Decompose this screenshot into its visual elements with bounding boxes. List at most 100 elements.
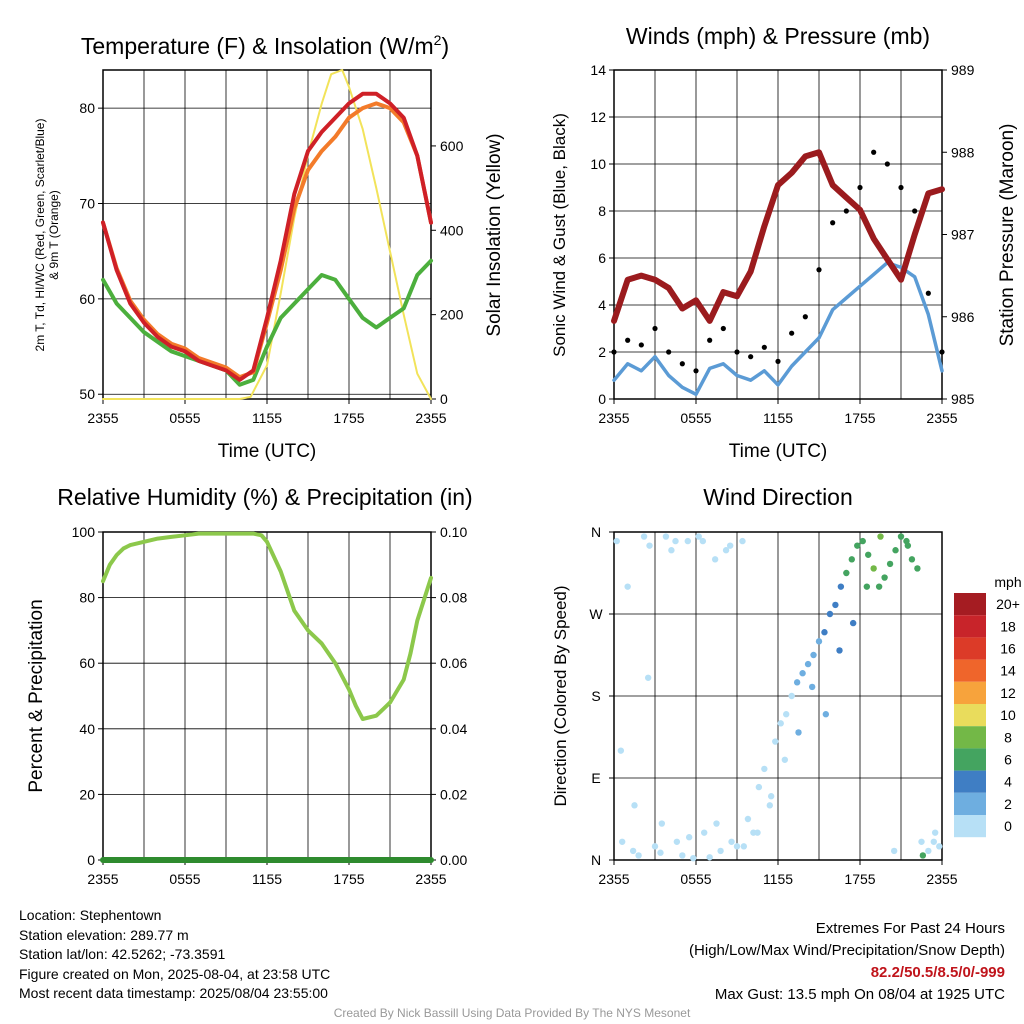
direction-point	[799, 670, 806, 677]
x-tick-label: 2355	[926, 871, 957, 887]
x-tick-label: 1155	[252, 871, 282, 887]
direction-point	[783, 711, 790, 718]
direction-point	[877, 533, 884, 540]
x-tick-label: 0555	[680, 410, 711, 426]
y-tick-label: 6	[598, 250, 606, 266]
direction-point	[711, 556, 719, 563]
direction-point	[870, 565, 877, 572]
direction-point	[613, 537, 620, 545]
direction-point	[713, 820, 720, 827]
x-tick-label: 2355	[415, 871, 446, 887]
y-axis-label: Sonic Wind & Gust (Blue, Black)	[550, 113, 569, 357]
y-tick-label: 14	[590, 62, 606, 78]
direction-point	[810, 651, 817, 659]
colorbar-swatch	[954, 637, 986, 660]
direction-point	[815, 638, 823, 645]
colorbar-tick-label: 10	[1000, 707, 1016, 723]
direction-point	[918, 838, 925, 845]
colorbar-tick-label: 4	[1004, 774, 1012, 790]
gust-point	[693, 368, 699, 374]
x-tick-label: 1155	[252, 410, 282, 426]
colorbar-swatch	[954, 815, 986, 838]
direction-point	[836, 647, 843, 654]
direction-point	[890, 847, 898, 855]
direction-point	[619, 838, 626, 845]
gust-point	[898, 184, 904, 191]
y2-tick-label: 987	[951, 227, 975, 243]
colorbar-swatch	[954, 659, 986, 682]
gust-point	[816, 267, 822, 273]
y2-tick-label: 989	[951, 62, 975, 78]
direction-point	[886, 560, 894, 568]
x-tick-label: 2355	[87, 410, 118, 426]
x-axis-label: Time (UTC)	[729, 441, 828, 462]
y-tick-label: 70	[79, 196, 95, 212]
x-tick-label: 1755	[333, 871, 364, 887]
direction-point	[733, 843, 741, 850]
direction-point	[892, 547, 899, 554]
y2-tick-label: 400	[440, 222, 464, 238]
y-axis-label: 2m T, Td, HI/WC (Red, Green, Scarlet/Blu…	[33, 119, 61, 352]
pressure-line	[611, 149, 945, 324]
wind-direction-panel: Wind Direction 2355 0555 1155 1755 2355 N E S W N…	[551, 484, 1022, 887]
max-gust-text: Max Gust: 13.5 mph On 08/04 at 1925 UTC	[714, 986, 1005, 1003]
y-tick-label: 12	[590, 109, 606, 125]
y2-tick-label: 0	[440, 391, 448, 407]
direction-point	[624, 583, 631, 590]
colorbar-tick-label: 0	[1004, 818, 1012, 834]
y2-axis-label: Solar Insolation (Yellow)	[484, 133, 505, 336]
direction-point	[804, 660, 812, 668]
direction-point	[822, 711, 830, 718]
gust-point	[857, 184, 863, 191]
dewpoint-line	[101, 258, 433, 387]
direction-point	[897, 533, 905, 540]
extremes-values: 82.2/50.5/8.5/0/-999	[870, 964, 1005, 981]
x-tick-label: 2355	[598, 871, 629, 887]
y-axis-label: Direction (Colored By Speed)	[551, 585, 570, 806]
y2-tick-label: 0.02	[440, 786, 467, 802]
direction-point	[631, 802, 638, 809]
direction-point	[772, 738, 779, 745]
gust-point	[802, 314, 808, 320]
colorbar-swatch	[954, 792, 986, 815]
colorbar-tick-label: 6	[1004, 752, 1012, 768]
colorbar-tick-label: 20+	[996, 596, 1020, 612]
y2-axis-label: Station Pressure (Maroon)	[997, 124, 1018, 347]
y2-tick-label: 600	[440, 138, 464, 154]
direction-point	[755, 783, 763, 791]
direction-point	[875, 583, 883, 590]
y-tick-label: S	[591, 688, 600, 704]
rh-line	[101, 531, 433, 721]
y-axis-label: Percent & Precipitation	[26, 599, 47, 792]
direction-point	[854, 542, 861, 549]
direction-point	[644, 674, 652, 681]
direction-point	[701, 829, 708, 836]
direction-point	[781, 756, 789, 763]
direction-point	[821, 629, 828, 636]
y-tick-label: 10	[590, 156, 606, 172]
y2-tick-label: 0.08	[440, 590, 467, 606]
direction-point	[699, 537, 707, 545]
direction-point	[740, 843, 748, 850]
x-tick-label: 0555	[169, 410, 200, 426]
wind-direction-title: Wind Direction	[703, 484, 853, 510]
elevation-text: Station elevation: 289.77 m	[19, 926, 189, 943]
plot-frame	[613, 69, 943, 400]
colorbar-tick-label: 12	[1000, 685, 1016, 701]
colorbar-swatch	[954, 593, 986, 616]
direction-point	[717, 847, 724, 855]
direction-point	[744, 815, 752, 823]
plot-frame	[102, 69, 432, 400]
direction-point	[629, 847, 637, 855]
y-tick-label: 8	[598, 203, 606, 219]
created-text: Figure created on Mon, 2025-08-04, at 23…	[19, 965, 331, 982]
colorbar-tick-label: 16	[1000, 641, 1016, 657]
recent-data-text: Most recent data timestamp: 2025/08/04 2…	[19, 985, 328, 1001]
y-tick-label: 80	[79, 590, 95, 606]
direction-point	[658, 820, 666, 827]
colorbar-label: mph	[994, 574, 1021, 590]
direction-point	[726, 542, 734, 549]
gust-point	[789, 330, 795, 336]
y-tick-label: W	[589, 606, 603, 622]
gust-point	[666, 349, 672, 355]
